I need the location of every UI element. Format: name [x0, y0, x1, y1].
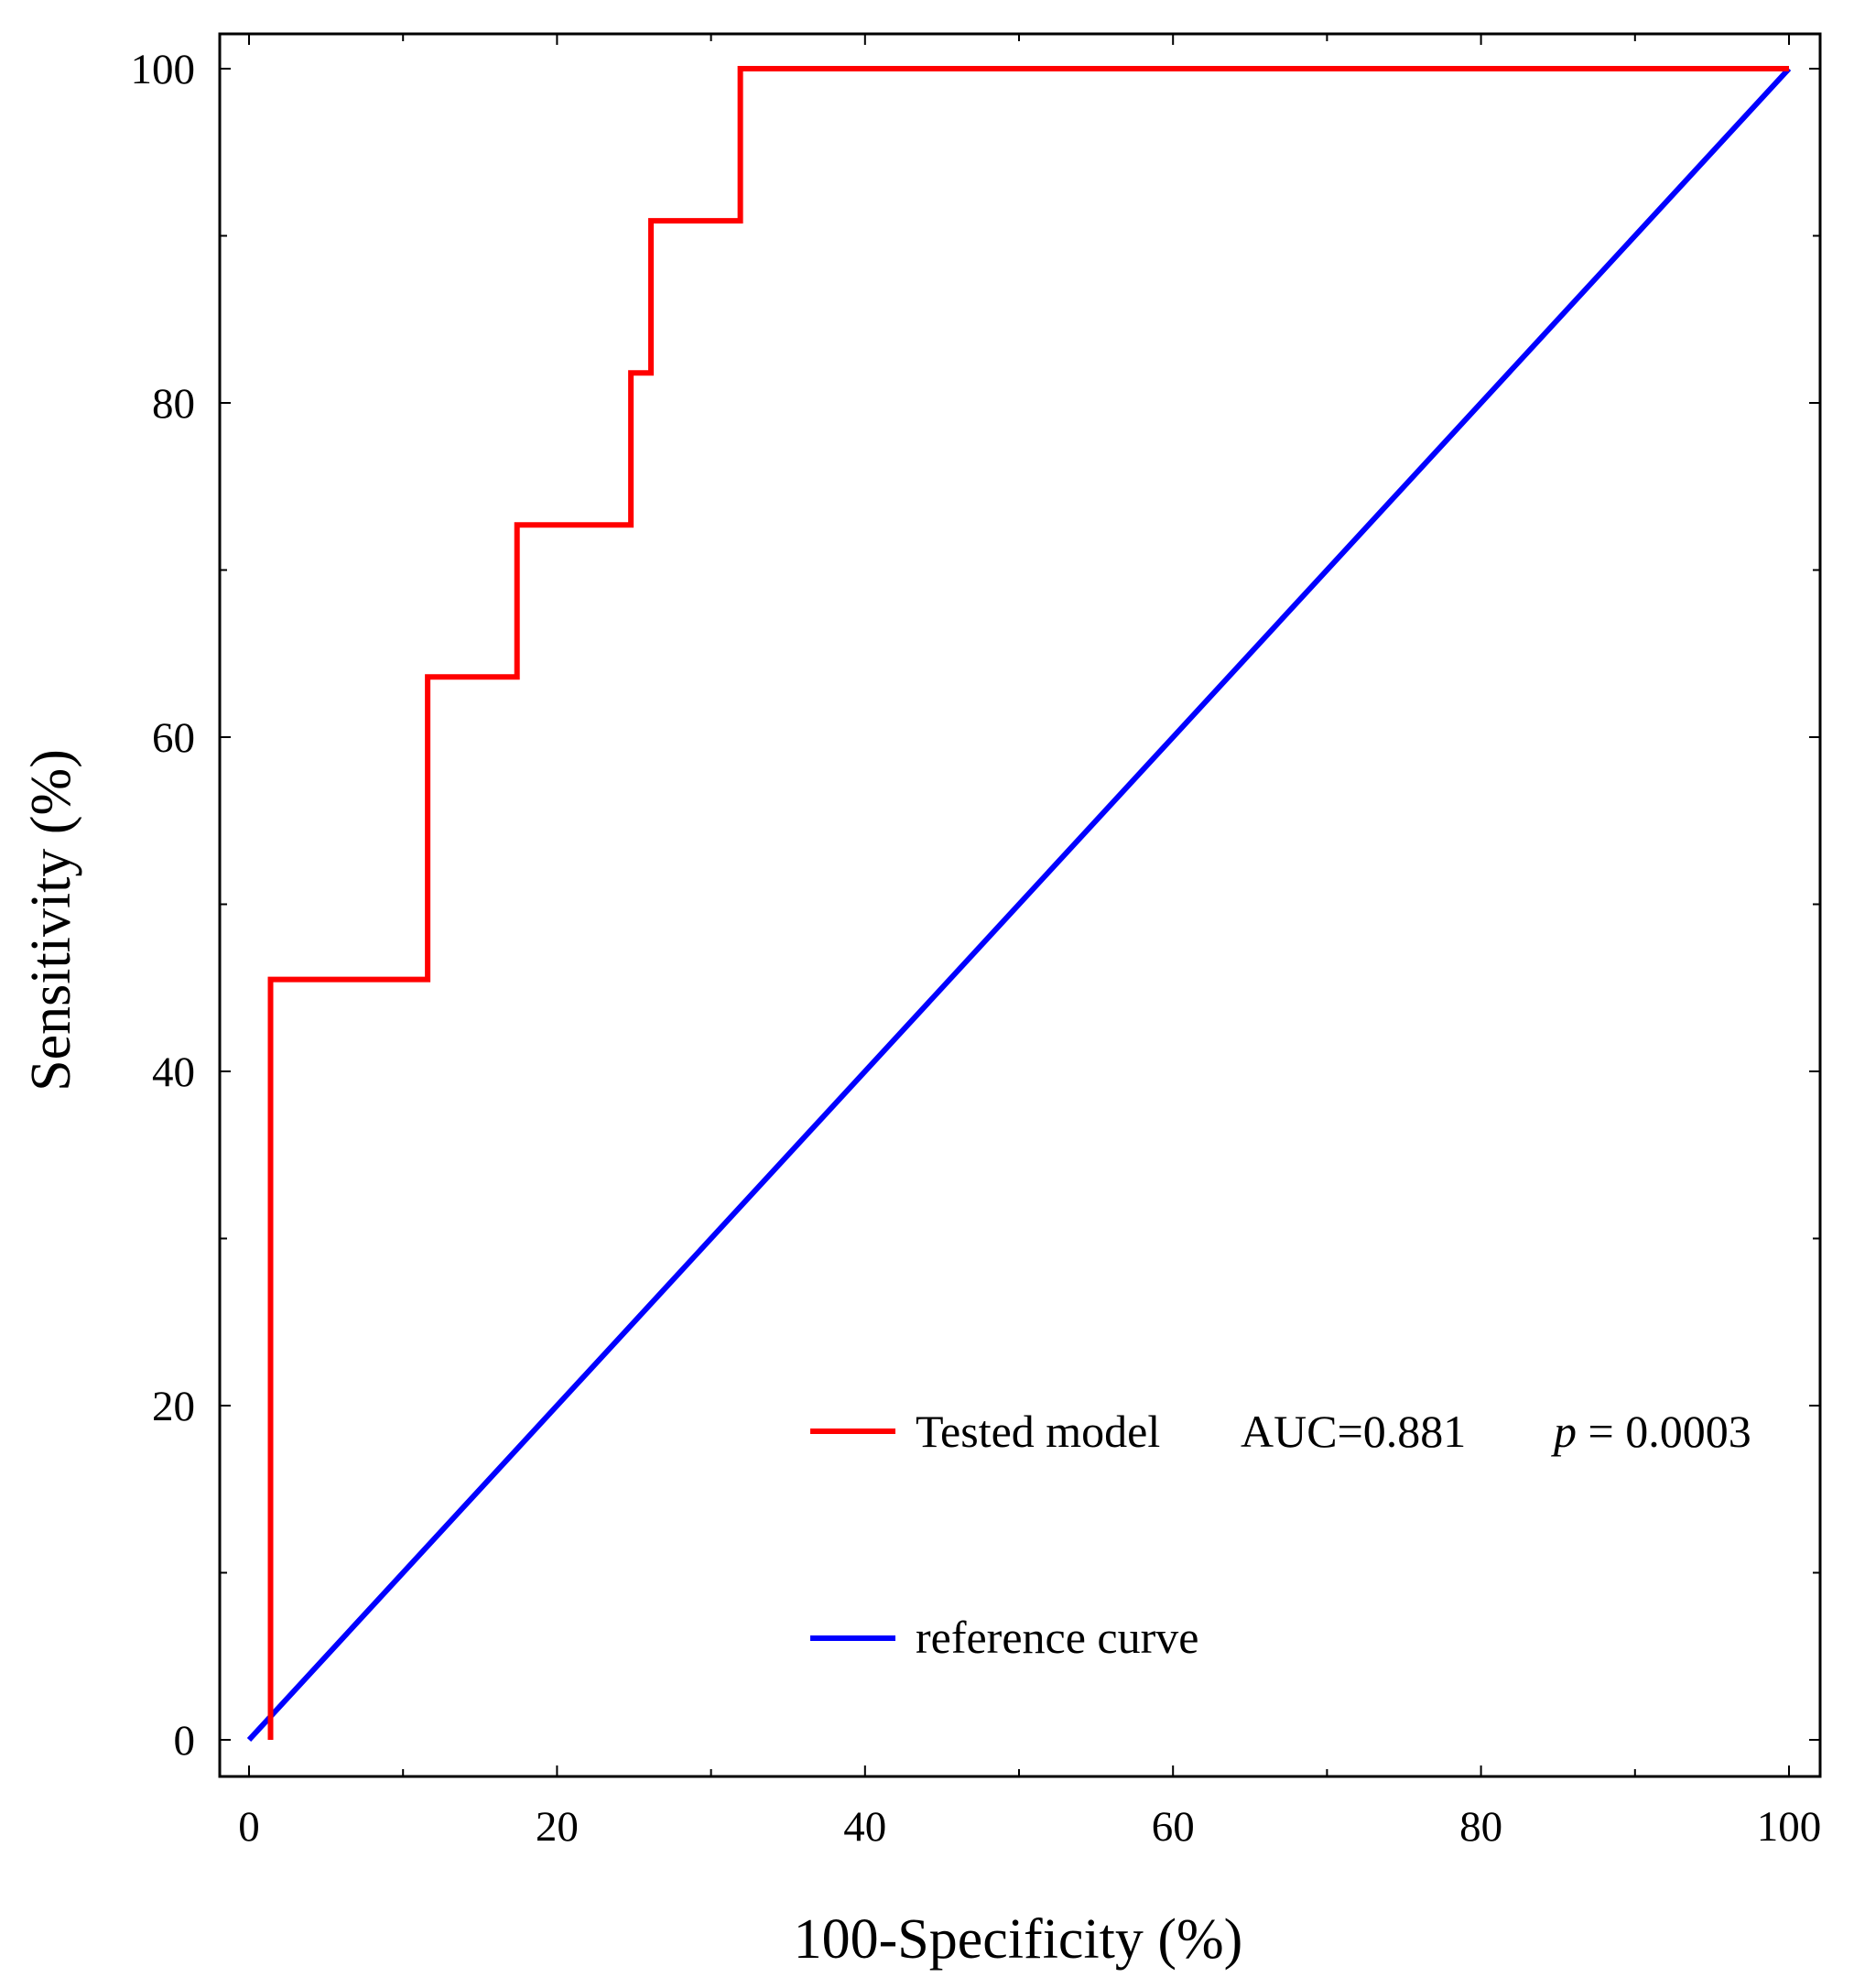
- legend-p-symbol: p: [1551, 1406, 1577, 1457]
- series-lines: [246, 66, 1792, 1743]
- legend-auc: AUC=0.881: [1241, 1406, 1466, 1457]
- legend: Tested model AUC=0.881 p = 0.0003 refere…: [810, 1406, 1751, 1663]
- tested-model-line: [267, 66, 1789, 1740]
- axis-ticks: [220, 34, 1820, 1776]
- legend-label-tested-model: Tested model AUC=0.881 p = 0.0003: [916, 1406, 1751, 1457]
- legend-tested-model-name: Tested model: [916, 1406, 1160, 1457]
- reference-curve-line: [246, 66, 1792, 1743]
- x-tick-label: 60: [1152, 1803, 1195, 1851]
- x-tick-label: 20: [536, 1803, 579, 1851]
- y-tick-label: 0: [174, 1717, 196, 1765]
- x-tick-label: 0: [238, 1803, 260, 1851]
- x-tick-label: 80: [1459, 1803, 1502, 1851]
- y-tick-label: 80: [152, 380, 195, 428]
- y-tick-label: 40: [152, 1048, 195, 1096]
- y-axis-title: Sensitivity (%): [20, 749, 82, 1092]
- y-tick-label: 20: [152, 1383, 195, 1430]
- tick-labels: 0 20 40 60 80 100 0 20 40 60 80 100: [131, 46, 1822, 1851]
- x-tick-label: 40: [843, 1803, 886, 1851]
- x-axis-title: 100-Specificity (%): [794, 1908, 1243, 1971]
- y-tick-label: 60: [152, 714, 195, 762]
- legend-p-value: = 0.0003: [1588, 1406, 1751, 1457]
- y-tick-label: 100: [131, 46, 196, 93]
- legend-label-reference-curve: reference curve: [916, 1612, 1198, 1663]
- x-tick-label: 100: [1757, 1803, 1822, 1851]
